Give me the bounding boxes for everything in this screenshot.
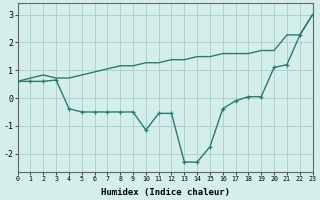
X-axis label: Humidex (Indice chaleur): Humidex (Indice chaleur) [100,188,229,197]
